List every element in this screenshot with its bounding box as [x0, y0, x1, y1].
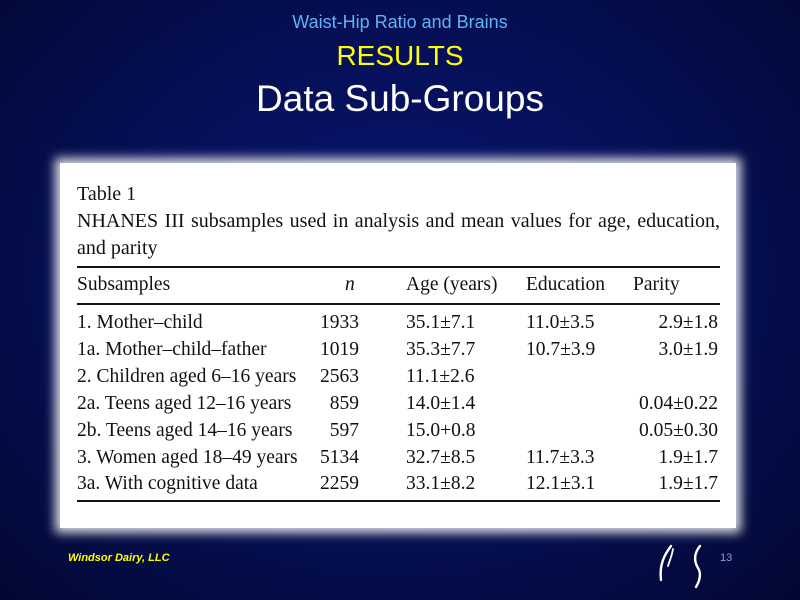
table-row: 3. Women aged 18–49 years 5134 32.7±8.5 … — [60, 447, 736, 474]
cell-education: 11.7±3.3 — [526, 447, 595, 468]
section-heading: RESULTS — [336, 40, 464, 71]
cell-age: 15.0+0.8 — [406, 420, 476, 441]
table-bottom-rule — [77, 500, 720, 502]
header-parity: Parity — [633, 274, 680, 295]
table-header-rule — [77, 303, 720, 305]
slide-subtitle: Waist-Hip Ratio and Brains — [292, 12, 508, 32]
cell-age: 35.3±7.7 — [406, 339, 476, 360]
cell-n: 597 — [329, 420, 359, 441]
slide-title: Data Sub-Groups — [256, 78, 544, 119]
cell-n: 1019 — [320, 339, 359, 360]
table-row: 2. Children aged 6–16 years 2563 11.1±2.… — [60, 366, 736, 393]
cell-n: 859 — [329, 393, 359, 414]
cell-subsample: 2. Children aged 6–16 years — [77, 366, 297, 387]
cell-parity: 0.05±0.30 — [639, 420, 718, 441]
cell-n: 2563 — [320, 366, 359, 387]
brand-logo-icon — [659, 544, 702, 589]
cell-subsample: 1. Mother–child — [77, 312, 203, 333]
page-number: 13 — [720, 552, 733, 564]
footer-company: Windsor Dairy, LLC — [68, 552, 170, 564]
cell-parity: 1.9±1.7 — [658, 473, 718, 494]
cell-age: 35.1±7.1 — [406, 312, 476, 333]
cell-parity: 2.9±1.8 — [658, 312, 718, 333]
cell-education: 12.1±3.1 — [526, 473, 596, 494]
cell-n: 2259 — [320, 473, 359, 494]
table-caption: NHANES III subsamples used in analysis a… — [77, 210, 720, 259]
cell-n: 5134 — [320, 447, 359, 468]
table-top-rule — [77, 266, 720, 268]
table-row: 1a. Mother–child–father 1019 35.3±7.7 10… — [60, 339, 736, 366]
cell-age: 32.7±8.5 — [406, 447, 476, 468]
header-education: Education — [526, 274, 606, 295]
header-age: Age (years) — [406, 274, 498, 295]
header-subsamples: Subsamples — [77, 274, 171, 295]
header-n: n — [345, 274, 355, 295]
table-row: 1. Mother–child 1933 35.1±7.1 11.0±3.5 2… — [60, 312, 736, 339]
cell-subsample: 2b. Teens aged 14–16 years — [77, 420, 293, 441]
cell-parity: 1.9±1.7 — [658, 447, 718, 468]
cell-education: 10.7±3.9 — [526, 339, 596, 360]
cell-parity: 0.04±0.22 — [639, 393, 718, 414]
cell-age: 33.1±8.2 — [406, 473, 476, 494]
cell-n: 1933 — [320, 312, 359, 333]
cell-subsample: 3. Women aged 18–49 years — [77, 447, 298, 468]
table-header-row: Subsamples n Age (years) Education Parit… — [60, 274, 736, 301]
cell-subsample: 3a. With cognitive data — [77, 473, 258, 494]
cell-education: 11.0±3.5 — [526, 312, 595, 333]
table-figure: Table 1 NHANES III subsamples used in an… — [60, 163, 736, 528]
table-row: 3a. With cognitive data 2259 33.1±8.2 12… — [60, 473, 736, 500]
table-row: 2b. Teens aged 14–16 years 597 15.0+0.8 … — [60, 420, 736, 447]
cell-age: 11.1±2.6 — [406, 366, 475, 387]
cell-parity: 3.0±1.9 — [658, 339, 718, 360]
table-row: 2a. Teens aged 12–16 years 859 14.0±1.4 … — [60, 393, 736, 420]
table-label: Table 1 — [77, 183, 137, 205]
cell-subsample: 1a. Mother–child–father — [77, 339, 267, 360]
cell-age: 14.0±1.4 — [406, 393, 476, 414]
cell-subsample: 2a. Teens aged 12–16 years — [77, 393, 292, 414]
